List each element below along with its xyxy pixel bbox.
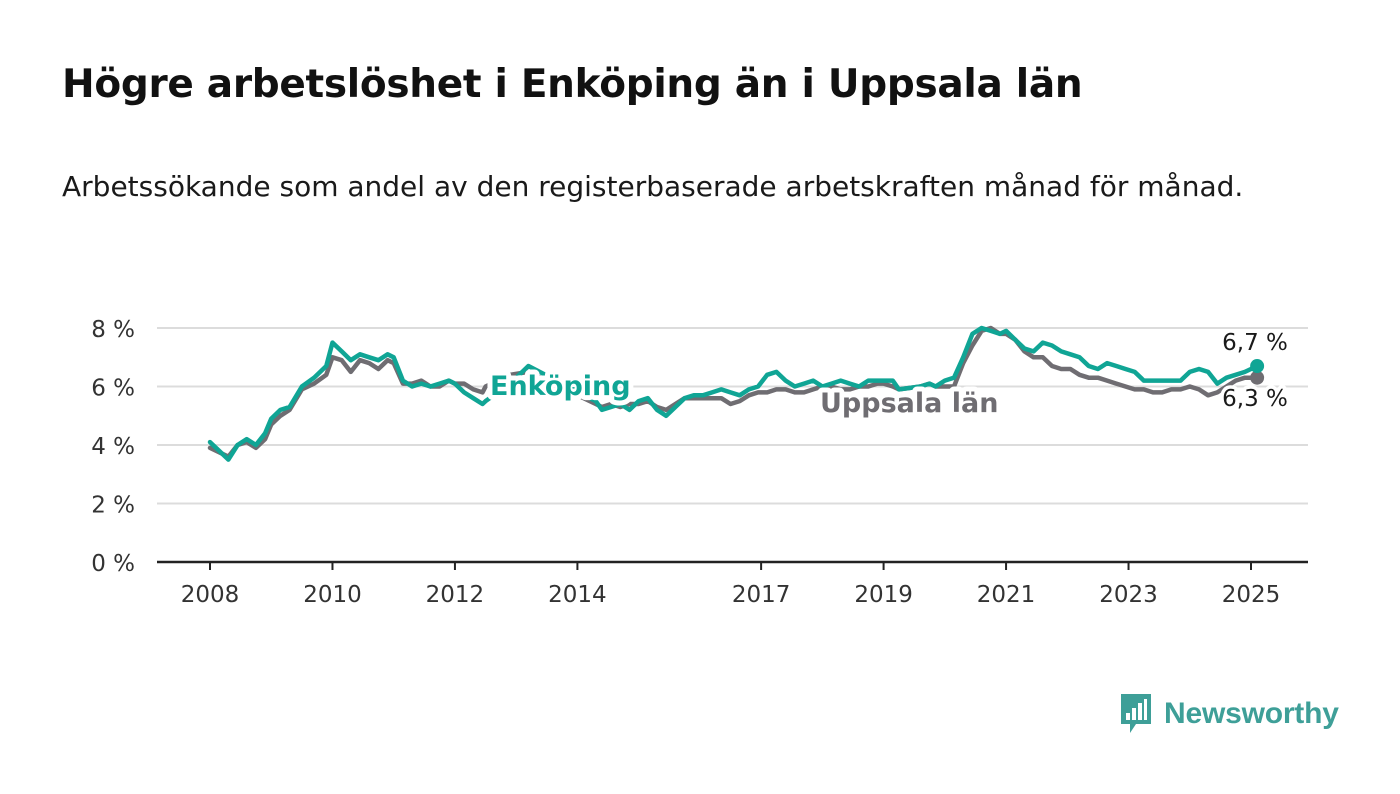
x-tick-label: 2017 <box>732 582 791 608</box>
chart-subtitle: Arbetssökande som andel av den registerb… <box>62 170 1244 203</box>
end-label-enkoping: 6,7 % <box>1222 330 1288 356</box>
series-label-uppsala-halo: Uppsala län <box>820 388 998 419</box>
x-axis-ticks: 2008 2010 2012 2014 2017 2019 2021 2023 2025 <box>181 562 1281 608</box>
y-tick-label: 6 % <box>91 376 135 402</box>
x-tick-label: 2010 <box>303 582 362 608</box>
x-tick-label: 2008 <box>181 582 240 608</box>
y-tick-label: 4 % <box>91 434 135 460</box>
brand-name: Newsworthy <box>1164 697 1339 730</box>
series-label-enkoping-halo: Enköping <box>490 371 631 402</box>
x-tick-label: 2025 <box>1222 582 1281 608</box>
end-point-uppsala <box>1250 370 1265 385</box>
series-label-enkoping: Enköping <box>490 371 631 402</box>
series-line-uppsala <box>207 325 1260 459</box>
x-tick-label: 2021 <box>977 582 1036 608</box>
end-label-uppsala-halo: 6,3 % <box>1222 386 1288 412</box>
series-label-uppsala: Uppsala län <box>820 388 998 419</box>
x-tick-label: 2019 <box>854 582 913 608</box>
x-tick-label: 2023 <box>1099 582 1158 608</box>
end-label-uppsala: 6,3 % <box>1222 386 1288 412</box>
grid-lines <box>157 327 1308 564</box>
y-tick-label: 0 % <box>91 551 135 577</box>
series-lines <box>207 325 1265 462</box>
chart-title: Högre arbetslöshet i Enköping än i Uppsa… <box>62 62 1083 107</box>
x-tick-label: 2014 <box>548 582 607 608</box>
series-line-enkoping <box>207 325 1260 462</box>
end-label-enkoping-halo: 6,7 % <box>1222 330 1288 356</box>
x-tick-label: 2012 <box>426 582 485 608</box>
y-tick-label: 8 % <box>91 317 135 343</box>
newsworthy-logo[interactable]: Newsworthy <box>1118 690 1339 738</box>
y-axis-ticks: 0 % 2 % 4 % 6 % 8 % <box>91 317 135 577</box>
end-point-enkoping <box>1250 359 1265 374</box>
newsworthy-logo-icon <box>1121 694 1151 733</box>
y-tick-label: 2 % <box>91 493 135 519</box>
